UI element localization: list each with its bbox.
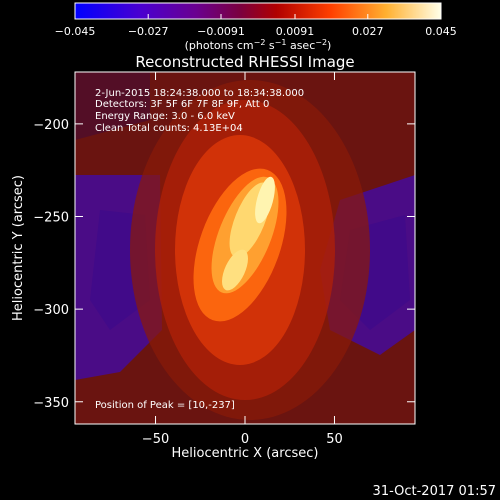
peak-position-label: Position of Peak = [10,-237] xyxy=(95,400,235,411)
y-axis-label: Heliocentric Y (arcsec) xyxy=(11,175,26,321)
colorbar-gradient xyxy=(74,2,442,20)
info-line: Clean Total counts: 4.13E+04 xyxy=(95,123,243,134)
colorbar-tick-label: 0.0091 xyxy=(276,25,315,38)
colorbar-tick-label: 0.045 xyxy=(425,25,457,38)
x-axis: −50 0 50 xyxy=(142,72,343,447)
colorbar-tick-label: −0.045 xyxy=(55,25,96,38)
chart-title: Reconstructed RHESSI Image xyxy=(135,53,354,71)
colorbar: −0.045 −0.027 −0.0091 0.0091 0.027 0.045 (pho… xyxy=(55,2,457,52)
info-line: Detectors: 3F 5F 6F 7F 8F 9F, Att 0 xyxy=(95,99,269,110)
info-line: Energy Range: 3.0 - 6.0 keV xyxy=(95,111,235,122)
colorbar-ticks: −0.045 −0.027 −0.0091 0.0091 0.027 0.045 xyxy=(55,14,457,38)
x-axis-label: Heliocentric X (arcsec) xyxy=(172,446,319,461)
colorbar-tick-label: −0.0091 xyxy=(197,25,245,38)
y-axis: −200 −250 −300 −350 xyxy=(33,118,415,411)
colorbar-units: (photons cm−2 s−1 asec−2) xyxy=(185,38,332,52)
x-tick-label: 50 xyxy=(326,432,343,447)
timestamp: 31-Oct-2017 01:57 xyxy=(373,484,496,499)
colorbar-tick-label: 0.027 xyxy=(352,25,384,38)
y-tick-label: −350 xyxy=(33,396,69,411)
colorbar-tick-label: −0.027 xyxy=(128,25,169,38)
y-tick-label: −200 xyxy=(33,118,69,133)
x-tick-label: −50 xyxy=(142,432,169,447)
y-tick-label: −300 xyxy=(33,303,69,318)
info-text: 2-Jun-2015 18:24:38.000 to 18:34:38.000 … xyxy=(95,88,304,411)
info-line: 2-Jun-2015 18:24:38.000 to 18:34:38.000 xyxy=(95,88,304,99)
y-tick-label: −250 xyxy=(33,211,69,226)
x-tick-label: 0 xyxy=(241,432,249,447)
heatmap-image xyxy=(75,72,415,424)
